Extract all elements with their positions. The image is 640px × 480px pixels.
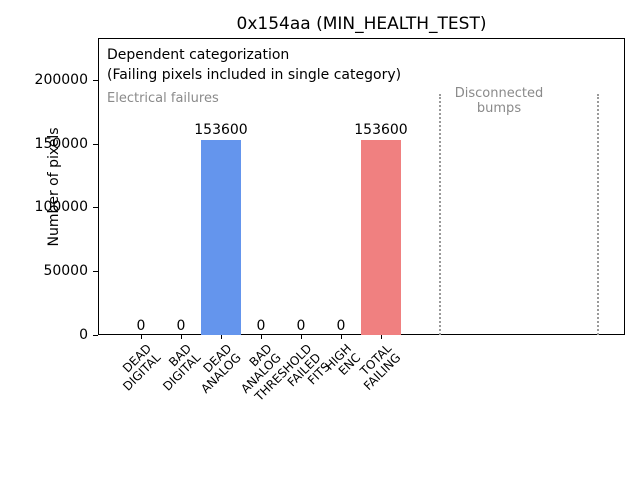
- chart-title: 0x154aa (MIN_HEALTH_TEST): [236, 14, 487, 34]
- bar-value-label-bad-analog: 0: [256, 318, 266, 334]
- y-tick-mark: [93, 207, 98, 208]
- x-tick-label-bad-digital: BAD DIGITAL: [160, 341, 204, 394]
- y-tick-label: 0: [79, 327, 88, 343]
- annotation-dependent-line1: Dependent categorization: [107, 47, 290, 63]
- dotted-divider-left: [439, 94, 441, 335]
- x-tick-mark: [181, 335, 182, 339]
- y-tick-label: 150000: [34, 136, 88, 152]
- bar-value-label-total-failing: 153600: [354, 122, 408, 138]
- x-tick-mark: [261, 335, 262, 339]
- y-tick-label: 50000: [43, 263, 88, 279]
- x-tick-mark: [341, 335, 342, 339]
- y-tick-mark: [93, 335, 98, 336]
- y-tick-label: 200000: [34, 72, 88, 88]
- bar-value-label-dead-analog: 153600: [194, 122, 248, 138]
- x-tick-label-total-failing: TOTAL FAILING: [357, 341, 404, 393]
- bar-dead-analog: [201, 140, 241, 335]
- y-tick-label: 100000: [34, 199, 88, 215]
- section-label-disconnected: Disconnected bumps: [454, 86, 544, 116]
- bar-value-label-bad-digital: 0: [176, 318, 186, 334]
- annotation-dependent-line2: (Failing pixels included in single categ…: [107, 67, 402, 83]
- x-tick-label-dead-analog: DEAD ANALOG: [197, 341, 244, 397]
- x-tick-label-dead-digital: DEAD DIGITAL: [120, 341, 164, 394]
- y-tick-mark: [93, 271, 98, 272]
- x-tick-mark: [381, 335, 382, 339]
- section-label-electrical: Electrical failures: [107, 91, 219, 106]
- x-tick-mark: [141, 335, 142, 339]
- x-tick-mark: [221, 335, 222, 339]
- y-tick-mark: [93, 144, 98, 145]
- x-tick-mark: [301, 335, 302, 339]
- bar-value-label-high-enc: 0: [336, 318, 346, 334]
- bar-total-failing: [361, 140, 401, 335]
- bar-value-label-dead-digital: 0: [136, 318, 146, 334]
- bar-value-label-threshold-failed-fits: 0: [296, 318, 306, 334]
- y-tick-mark: [93, 80, 98, 81]
- dotted-divider-right: [597, 94, 599, 335]
